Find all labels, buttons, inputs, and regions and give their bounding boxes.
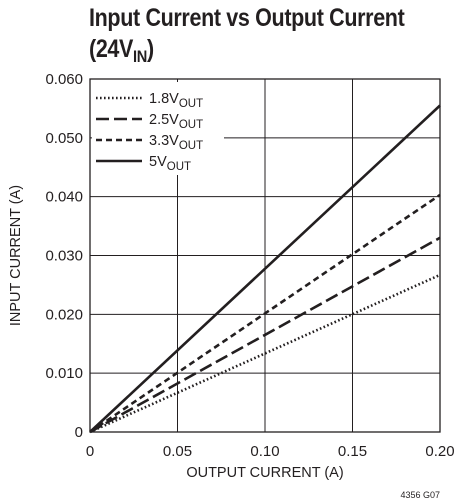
y-tick-label: 0.060 xyxy=(45,71,83,88)
series-line-long-dash xyxy=(89,236,441,434)
series-group xyxy=(89,104,441,434)
chart-title-condition: (24VIN) xyxy=(89,34,404,65)
plot-frame xyxy=(89,78,441,433)
y-tick-label: 0.040 xyxy=(45,189,83,206)
tick-labels: 0 0.05 0.10 0.15 0.20 0 0.010 0.020 0.030 0.040 0.… xyxy=(45,71,454,460)
chart-title: Input Current vs Output Current (24VIN) xyxy=(89,3,405,65)
y-axis-label: INPUT CURRENT (A) xyxy=(8,185,24,326)
legend-background xyxy=(92,82,224,175)
legend-label: 3.3VOUT xyxy=(149,133,203,152)
y-tick-label: 0.010 xyxy=(45,365,83,382)
legend: 1.8VOUT 2.5VOUT 3.3VOUT 5VOUT xyxy=(92,82,224,175)
y-tick-label: 0.020 xyxy=(45,306,83,323)
series-line-short-dash xyxy=(89,193,441,434)
x-tick-label: 0.05 xyxy=(163,443,192,460)
x-axis-label: OUTPUT CURRENT (A) xyxy=(186,465,343,481)
grid xyxy=(89,78,441,433)
title-cond-end: ) xyxy=(146,35,154,63)
chart-title-main: Input Current vs Output Current xyxy=(89,4,405,32)
legend-label: 1.8VOUT xyxy=(149,91,203,110)
y-tick-label: 0.050 xyxy=(45,130,83,147)
title-cond-sub: IN xyxy=(133,47,147,66)
series-line-solid xyxy=(89,104,441,433)
x-tick-label: 0.20 xyxy=(425,443,454,460)
x-tick-label: 0 xyxy=(86,443,94,460)
y-tick-label: 0.030 xyxy=(45,248,83,265)
legend-label: 2.5VOUT xyxy=(149,112,203,131)
title-cond-text: (24V xyxy=(89,35,134,63)
x-tick-label: 0.10 xyxy=(250,443,279,460)
y-tick-label: 0 xyxy=(75,424,83,441)
x-tick-label: 0.15 xyxy=(338,443,367,460)
figure-id: 4356 G07 xyxy=(400,490,440,500)
legend-label: 5VOUT xyxy=(149,154,191,173)
